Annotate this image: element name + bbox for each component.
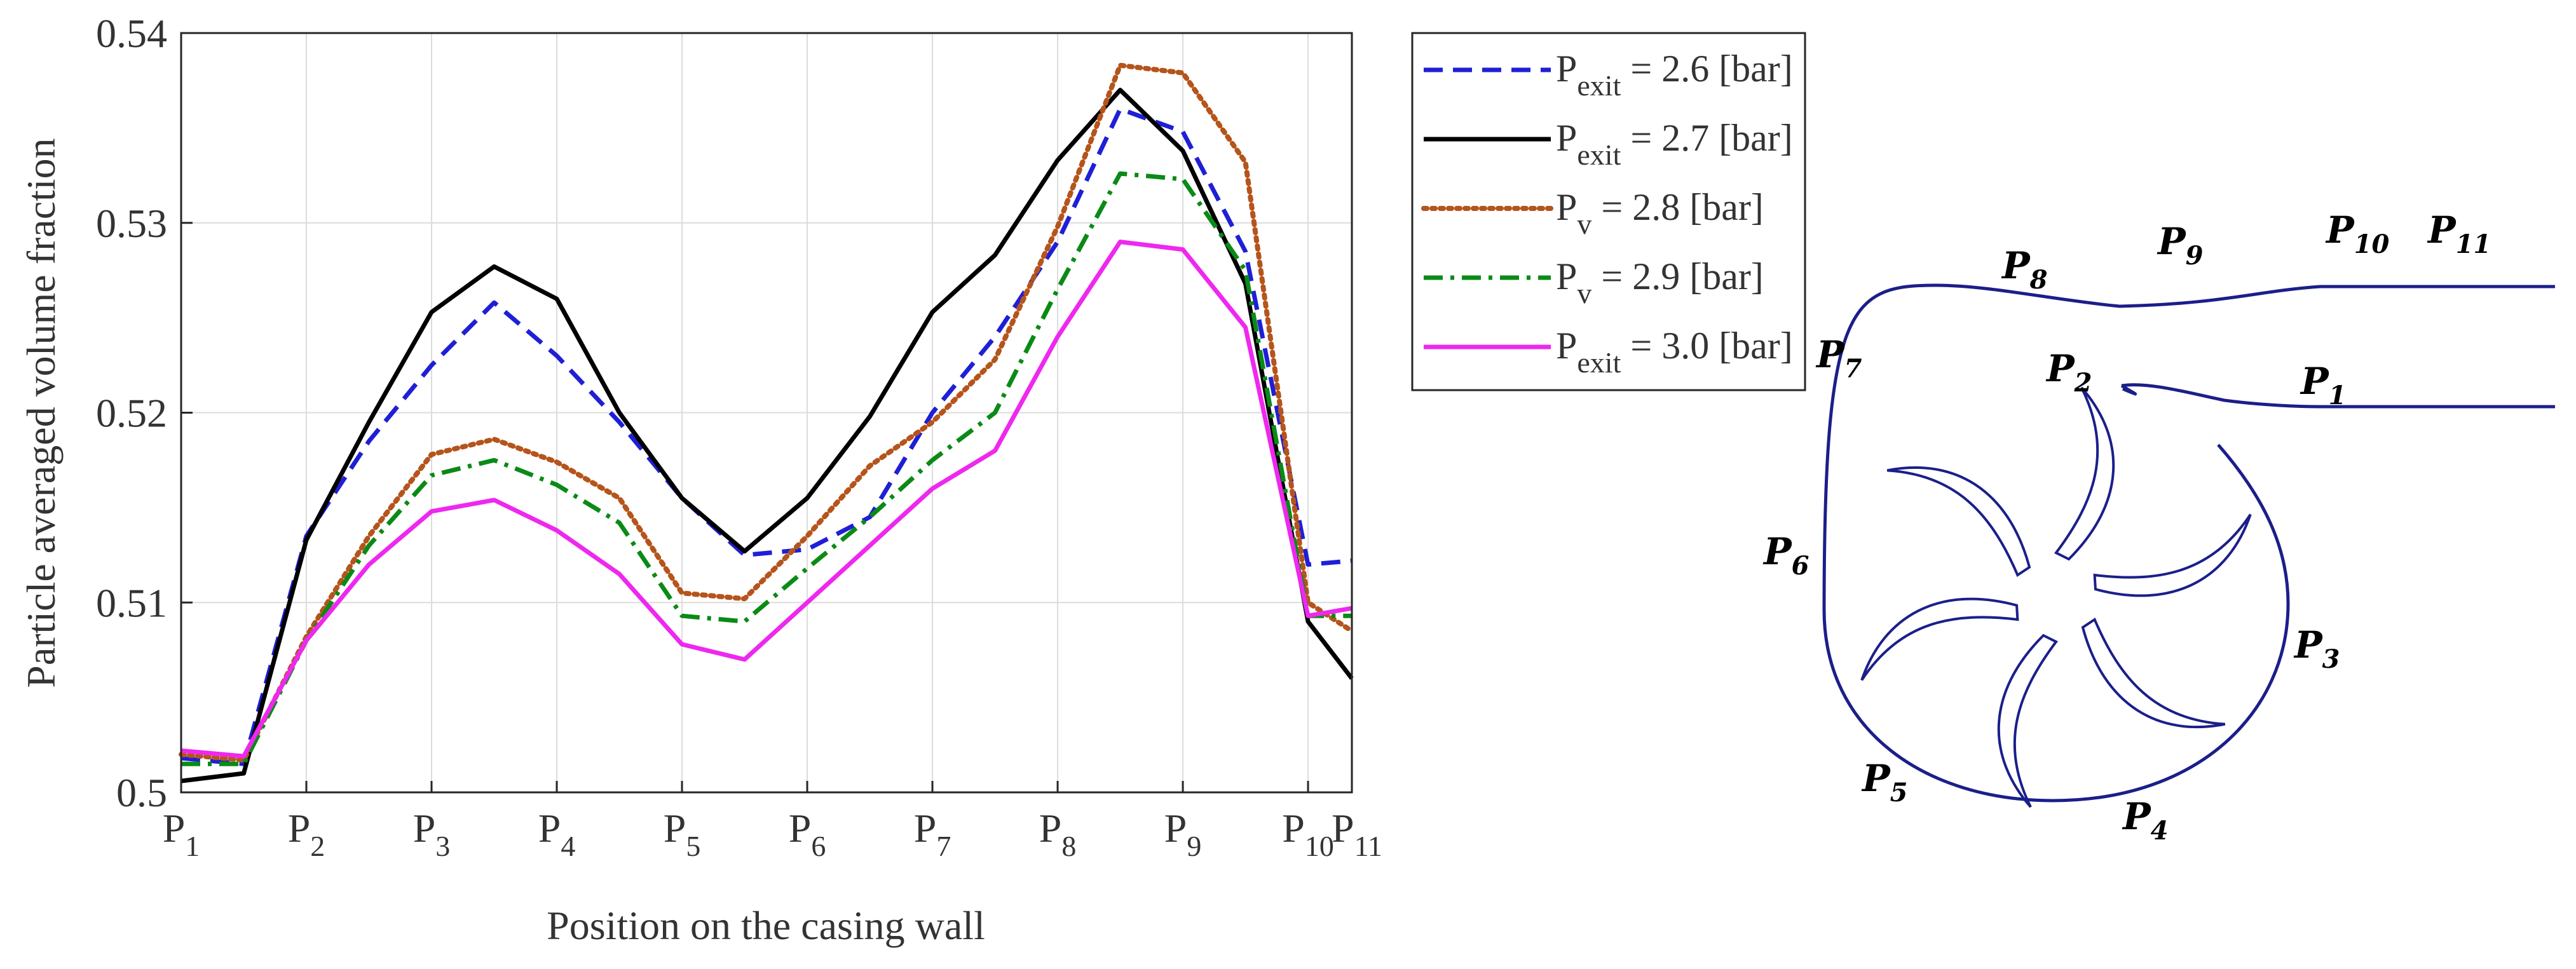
series-line-5 bbox=[181, 240, 1353, 759]
x-tick-label: P3 bbox=[413, 806, 451, 862]
impeller-blade bbox=[2054, 386, 2115, 561]
x-tick-label: P7 bbox=[914, 806, 951, 862]
impeller-blade bbox=[2081, 618, 2226, 729]
diagram-label-p3: P3 bbox=[2293, 623, 2340, 674]
legend-label-3: Pv = 2.8 [bar] bbox=[1556, 186, 1764, 240]
volute-casing-outer bbox=[1822, 283, 2290, 803]
diagram-label-p11: P11 bbox=[2427, 208, 2491, 259]
diagram-label-p7: P7 bbox=[1815, 333, 1862, 384]
x-tick-label: P6 bbox=[789, 806, 826, 862]
legend-label-2: Pexit = 2.7 [bar] bbox=[1556, 117, 1793, 171]
y-tick-label: 0.5 bbox=[116, 770, 167, 815]
y-tick-label: 0.53 bbox=[96, 201, 167, 246]
diagram-label-p10: P10 bbox=[2325, 208, 2389, 259]
y-axis-label: Particle averaged volume fraction bbox=[18, 138, 64, 688]
x-axis-label: Position on the casing wall bbox=[547, 903, 985, 948]
y-tick-label: 0.54 bbox=[96, 11, 167, 56]
impeller-blade bbox=[1860, 597, 2019, 681]
legend-box bbox=[1411, 32, 1806, 391]
legend-label-4: Pv = 2.9 [bar] bbox=[1556, 255, 1764, 309]
line-chart: 0.50.510.520.530.54 P1 P2 P3 P4 P5 P6 P7 P8 P9 P1… bbox=[18, 11, 1806, 948]
impeller-blades bbox=[1860, 386, 2252, 808]
diagram-label-p1: P1 bbox=[2300, 360, 2346, 410]
diagram-label-p4: P4 bbox=[2122, 795, 2168, 846]
series-line-4 bbox=[181, 171, 1352, 766]
legend-label-1: Pexit = 2.6 [bar] bbox=[1556, 48, 1793, 102]
series-layer bbox=[179, 62, 1354, 783]
y-tick-label: 0.51 bbox=[96, 580, 167, 625]
legend: Pexit = 2.6 [bar] Pexit = 2.7 [bar] Pv = 2… bbox=[1411, 32, 1806, 391]
series-line-3 bbox=[179, 62, 1354, 763]
impeller-blade bbox=[1886, 466, 2031, 577]
x-tick-label: P4 bbox=[538, 806, 576, 862]
x-tick-label: P11 bbox=[1332, 806, 1382, 862]
x-tick-label: P5 bbox=[664, 806, 701, 862]
diagram-label-p8: P8 bbox=[2001, 244, 2047, 295]
diagram-label-p6: P6 bbox=[1762, 530, 1809, 581]
tongue bbox=[2120, 384, 2137, 396]
diagram-labels: P1 P2 P3 P4 P5 P6 P7 P8 P9 P10 P11 bbox=[1762, 208, 2491, 846]
legend-label-5: Pexit = 3.0 [bar] bbox=[1556, 325, 1793, 379]
diagram-label-p9: P9 bbox=[2157, 220, 2203, 271]
discharge-top-wall bbox=[1935, 283, 2555, 308]
x-tick-label: P8 bbox=[1039, 806, 1077, 862]
x-tick-label: P2 bbox=[288, 806, 325, 862]
y-tick-label: 0.52 bbox=[96, 391, 167, 436]
impeller-blade bbox=[1997, 634, 2059, 808]
series-line-2 bbox=[181, 88, 1354, 783]
discharge-bottom-wall bbox=[2121, 383, 2555, 409]
diagram-label-p2: P2 bbox=[2045, 347, 2092, 398]
x-tick-label: P10 bbox=[1282, 806, 1334, 862]
impeller-blade bbox=[2093, 513, 2252, 597]
pump-casing-diagram bbox=[1822, 283, 2555, 808]
series-line-1 bbox=[181, 107, 1353, 766]
x-tick-label: P1 bbox=[163, 806, 200, 862]
diagram-label-p5: P5 bbox=[1861, 757, 1907, 808]
x-tick-label: P9 bbox=[1164, 806, 1202, 862]
y-axis-ticks: 0.5 0.51 0.52 0.53 0.54 bbox=[96, 11, 193, 815]
